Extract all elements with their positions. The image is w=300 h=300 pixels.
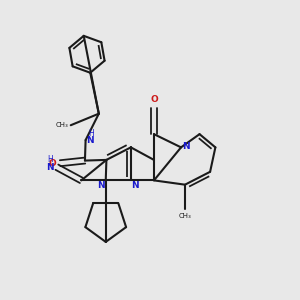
Text: O: O xyxy=(150,95,158,104)
Text: H: H xyxy=(88,129,94,138)
Text: N: N xyxy=(46,163,53,172)
Text: N: N xyxy=(86,136,94,145)
Text: O: O xyxy=(49,159,57,168)
Text: CH₃: CH₃ xyxy=(56,122,69,128)
Text: N: N xyxy=(98,181,105,190)
Text: N: N xyxy=(182,142,190,151)
Text: H: H xyxy=(48,155,53,164)
Text: N: N xyxy=(131,181,139,190)
Text: CH₃: CH₃ xyxy=(178,213,191,219)
